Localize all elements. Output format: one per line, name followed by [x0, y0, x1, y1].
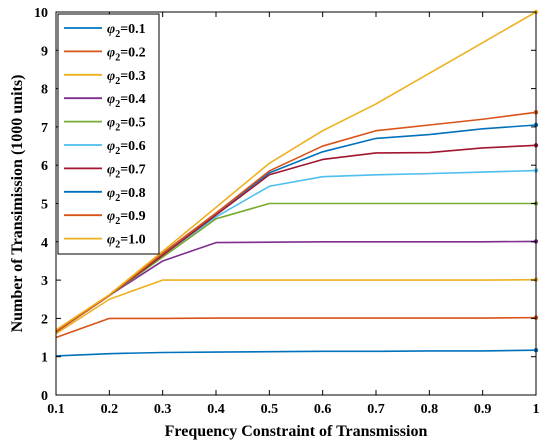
series-line-3 [55, 278, 537, 335]
legend-subscript: 2 [115, 52, 120, 63]
y-tick-label: 4 [41, 236, 48, 251]
legend-symbol: φ [107, 92, 115, 107]
legend-symbol: φ [107, 22, 115, 37]
x-tick-label: 0.7 [367, 402, 385, 417]
legend-symbol: φ [107, 139, 115, 154]
y-axis-label: Number of Transimission (1000 units) [9, 75, 26, 333]
legend-subscript: 2 [115, 146, 120, 157]
legend-subscript: 2 [115, 29, 120, 40]
series-line-10 [55, 11, 537, 331]
legend-subscript: 2 [115, 240, 120, 251]
x-tick-label: 0.8 [421, 402, 439, 417]
legend-value: =0.8 [120, 186, 145, 201]
legend-symbol: φ [107, 233, 115, 248]
legend-value: =0.6 [120, 139, 145, 154]
legend-value: =0.9 [120, 209, 145, 224]
legend-value: =0.4 [120, 92, 145, 107]
legend-symbol: φ [107, 69, 115, 84]
legend: φ2=0.1φ2=0.2φ2=0.3φ2=0.4φ2=0.5φ2=0.6φ2=0… [57, 13, 160, 255]
legend-label-1: φ2=0.1 [107, 22, 146, 40]
x-axis-ticks: 0.1 0.2 0.3 0.4 0.5 0.6 0.7 0.8 0.9 1 [47, 12, 540, 417]
legend-value: =0.7 [120, 162, 145, 177]
y-tick-label: 10 [34, 6, 48, 21]
legend-label-4: φ2=0.4 [107, 92, 146, 110]
y-tick-label: 1 [41, 351, 48, 366]
y-tick-label: 8 [41, 83, 48, 98]
x-tick-label: 0.9 [474, 402, 492, 417]
series-line-2 [55, 316, 537, 339]
legend-value: =0.2 [120, 45, 145, 60]
legend-box [57, 13, 160, 255]
legend-label-6: φ2=0.6 [107, 139, 146, 157]
series-line-4 [55, 240, 537, 333]
x-tick-label: 0.5 [261, 402, 279, 417]
legend-subscript: 2 [115, 169, 120, 180]
y-tick-label: 7 [41, 121, 48, 136]
legend-label-7: φ2=0.7 [107, 162, 146, 180]
y-tick-label: 5 [41, 198, 48, 213]
x-tick-label: 0.2 [101, 402, 119, 417]
legend-symbol: φ [107, 186, 115, 201]
legend-symbol: φ [107, 45, 115, 60]
y-tick-label: 2 [41, 312, 48, 327]
x-axis-label: Frequency Constraint of Transmission [165, 423, 428, 440]
x-tick-label: 0.4 [207, 402, 225, 417]
series-line-9 [55, 111, 537, 333]
legend-symbol: φ [107, 209, 115, 224]
x-tick-label: 0.6 [314, 402, 332, 417]
legend-value: =0.1 [120, 22, 145, 37]
x-tick-label: 0.3 [154, 402, 172, 417]
legend-subscript: 2 [115, 99, 120, 110]
legend-value: =0.3 [120, 69, 145, 84]
y-tick-label: 6 [41, 159, 48, 174]
legend-subscript: 2 [115, 216, 120, 227]
legend-value: =0.5 [120, 116, 145, 131]
y-tick-label: 3 [41, 274, 48, 289]
x-tick-label: 0.1 [47, 402, 65, 417]
legend-label-9: φ2=0.9 [107, 209, 146, 227]
y-tick-label: 0 [41, 389, 48, 404]
legend-label-8: φ2=0.8 [107, 186, 146, 204]
legend-symbol: φ [107, 116, 115, 131]
legend-label-5: φ2=0.5 [107, 116, 146, 134]
legend-subscript: 2 [115, 193, 120, 204]
series-line-1 [55, 349, 537, 357]
legend-label-2: φ2=0.2 [107, 45, 146, 63]
legend-subscript: 2 [115, 76, 120, 87]
legend-subscript: 2 [115, 123, 120, 134]
legend-label-3: φ2=0.3 [107, 69, 146, 87]
legend-label-10: φ2=1.0 [107, 233, 146, 251]
legend-symbol: φ [107, 162, 115, 177]
y-tick-label: 9 [41, 44, 48, 59]
x-tick-label: 1 [533, 402, 540, 417]
legend-value: =1.0 [120, 233, 145, 248]
